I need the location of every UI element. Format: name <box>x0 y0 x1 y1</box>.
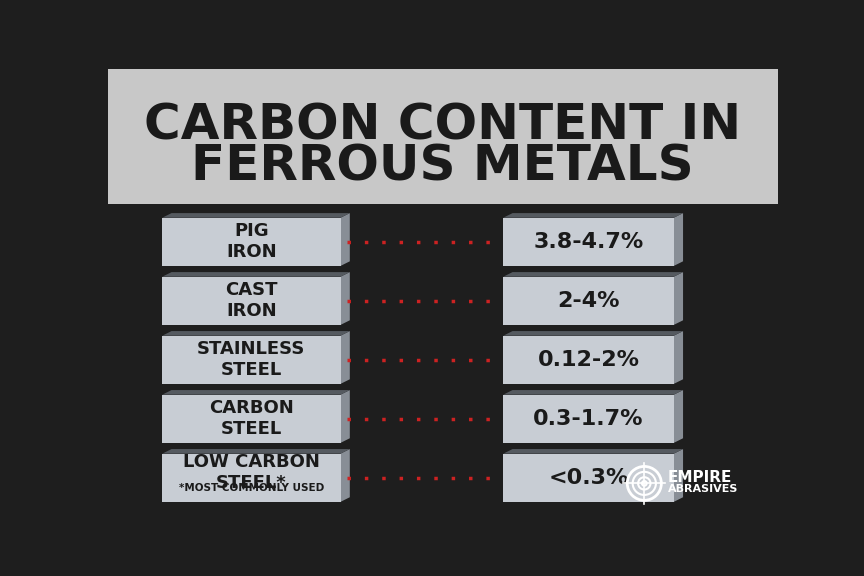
Text: *MOST COMMONLY USED: *MOST COMMONLY USED <box>179 483 324 493</box>
Polygon shape <box>674 213 683 266</box>
FancyBboxPatch shape <box>162 454 340 502</box>
Polygon shape <box>162 390 350 395</box>
Polygon shape <box>503 272 683 276</box>
FancyBboxPatch shape <box>503 276 674 325</box>
Text: <0.3%: <0.3% <box>549 468 629 488</box>
Polygon shape <box>503 213 683 218</box>
Text: CAST
IRON: CAST IRON <box>226 282 277 320</box>
Text: STAINLESS
STEEL: STAINLESS STEEL <box>197 340 306 379</box>
FancyBboxPatch shape <box>162 218 340 266</box>
Polygon shape <box>674 331 683 384</box>
Polygon shape <box>162 213 350 218</box>
Text: 3.8-4.7%: 3.8-4.7% <box>533 232 644 252</box>
FancyBboxPatch shape <box>503 336 674 384</box>
Polygon shape <box>503 449 683 454</box>
FancyBboxPatch shape <box>503 395 674 443</box>
Text: 2-4%: 2-4% <box>557 291 619 311</box>
FancyBboxPatch shape <box>108 69 778 204</box>
Polygon shape <box>162 449 350 454</box>
Text: CARBON
STEEL: CARBON STEEL <box>209 399 294 438</box>
FancyBboxPatch shape <box>503 454 674 502</box>
Text: EMPIRE: EMPIRE <box>668 471 732 486</box>
Polygon shape <box>674 390 683 443</box>
Text: 0.3-1.7%: 0.3-1.7% <box>533 409 644 429</box>
FancyBboxPatch shape <box>162 336 340 384</box>
Polygon shape <box>340 213 350 266</box>
Text: FERROUS METALS: FERROUS METALS <box>192 142 694 190</box>
Text: 0.12-2%: 0.12-2% <box>537 350 639 370</box>
Polygon shape <box>674 449 683 502</box>
Text: PIG
IRON: PIG IRON <box>226 222 276 262</box>
FancyBboxPatch shape <box>162 395 340 443</box>
Polygon shape <box>674 272 683 325</box>
Text: ABRASIVES: ABRASIVES <box>668 484 738 494</box>
Polygon shape <box>503 390 683 395</box>
Polygon shape <box>162 272 350 276</box>
Polygon shape <box>340 272 350 325</box>
Text: CARBON CONTENT IN: CARBON CONTENT IN <box>144 101 741 149</box>
Polygon shape <box>503 331 683 336</box>
Polygon shape <box>340 331 350 384</box>
FancyBboxPatch shape <box>503 218 674 266</box>
FancyBboxPatch shape <box>162 276 340 325</box>
Polygon shape <box>162 331 350 336</box>
Text: LOW CARBON
STEEL*: LOW CARBON STEEL* <box>183 453 320 492</box>
Polygon shape <box>340 390 350 443</box>
Polygon shape <box>340 449 350 502</box>
